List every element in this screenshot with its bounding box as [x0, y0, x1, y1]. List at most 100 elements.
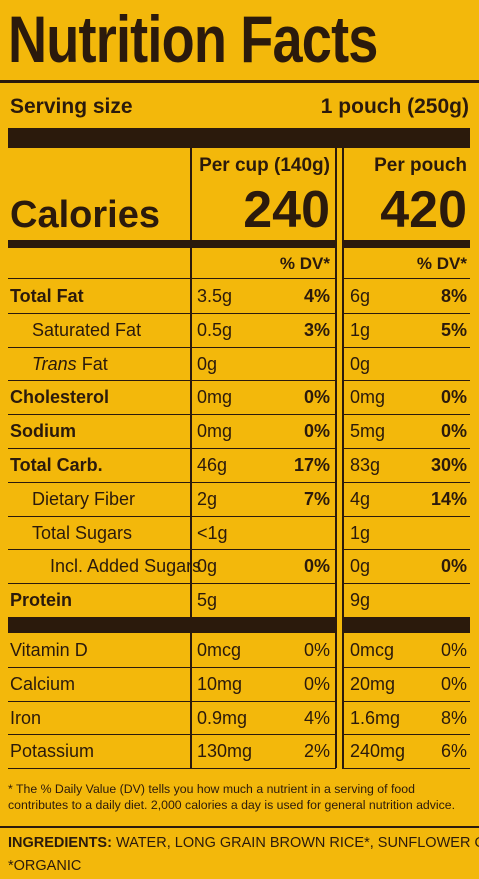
daily-value: 30% — [430, 455, 467, 475]
nutrient-name: Dietary Fiber — [32, 488, 136, 509]
rule — [342, 583, 470, 585]
rule — [8, 583, 336, 585]
daily-value: 8% — [440, 286, 467, 306]
rule — [342, 515, 470, 517]
rule — [342, 700, 470, 702]
amount: 0g — [197, 353, 218, 374]
rule — [190, 148, 192, 768]
daily-value: 4% — [303, 286, 330, 306]
amount: 1g — [350, 319, 371, 340]
rule — [342, 768, 470, 770]
amount: 1.6mg — [350, 707, 401, 728]
nutrient-name: Saturated Fat — [32, 319, 142, 340]
rule — [8, 481, 336, 483]
nutrient-name: Incl. Added Sugars — [50, 556, 202, 577]
rule — [8, 448, 336, 449]
rule — [8, 666, 336, 668]
nutrient-name: Trans Fat — [32, 355, 108, 373]
amount: 5g — [197, 590, 218, 611]
rule — [342, 448, 470, 449]
daily-value: 5% — [440, 319, 467, 340]
rule — [8, 515, 336, 517]
daily-value: 4% — [303, 707, 330, 728]
rule — [342, 734, 470, 736]
nutrient-name: Iron — [10, 707, 42, 728]
title: Nutrition Facts — [8, 2, 378, 76]
nutrient-name: Protein — [10, 590, 73, 611]
serving-label: Serving size — [10, 95, 133, 118]
rule — [8, 734, 336, 736]
daily-value: 17% — [293, 455, 330, 475]
amount: 0g — [350, 353, 371, 374]
rule — [0, 80, 479, 83]
daily-value: 7% — [303, 488, 330, 509]
rule — [8, 240, 190, 248]
rule — [342, 312, 470, 314]
amount: 20mg — [350, 673, 396, 694]
amount: 130mg — [197, 741, 253, 762]
amount: 5mg — [350, 421, 386, 442]
footnote: * The % Daily Value (DV) tells you how m… — [8, 782, 456, 813]
rule — [342, 346, 470, 348]
nutrient-name-italic: Trans — [32, 353, 77, 374]
column-header: Per pouch — [374, 155, 467, 176]
amount: <1g — [197, 522, 228, 543]
rule — [0, 826, 479, 828]
rule — [342, 666, 470, 668]
ingredients: INGREDIENTS: WATER, LONG GRAIN BROWN RIC… — [8, 836, 479, 851]
ingredients-text: WATER, LONG GRAIN BROWN RICE*, SUNFLOWER… — [115, 835, 479, 851]
rule — [8, 278, 336, 279]
amount: 83g — [350, 455, 381, 475]
rule — [8, 128, 470, 148]
column-header: Per cup (140g) — [199, 155, 330, 176]
daily-value: 8% — [440, 707, 467, 728]
amount: 6g — [350, 286, 371, 306]
rule — [342, 414, 470, 416]
amount: 3.5g — [197, 286, 233, 306]
amount: 0g — [197, 556, 218, 577]
rule — [8, 414, 336, 416]
daily-value: 0% — [303, 673, 330, 694]
calories-value: 240 — [243, 181, 330, 239]
amount: 240mg — [350, 741, 406, 762]
daily-value: 0% — [303, 556, 330, 577]
nutrient-name: Vitamin D — [10, 640, 88, 660]
daily-value: 0% — [303, 421, 330, 442]
nutrient-name: Total Fat — [10, 286, 84, 306]
rule — [192, 240, 335, 248]
nutrient-name: Calcium — [10, 673, 76, 694]
ingredients-label: INGREDIENTS: — [8, 835, 112, 851]
daily-value: 6% — [440, 741, 467, 762]
daily-value: 0% — [440, 387, 467, 408]
rule — [8, 312, 336, 314]
dv-header: % DV* — [416, 254, 467, 273]
daily-value: 0% — [440, 421, 467, 442]
amount: 4g — [350, 488, 371, 509]
daily-value: 0% — [303, 387, 330, 408]
rule — [8, 380, 336, 382]
amount: 0mg — [197, 387, 233, 408]
rule — [8, 617, 336, 633]
rule — [342, 380, 470, 382]
nutrient-name: Sodium — [10, 421, 76, 442]
amount: 0g — [350, 556, 371, 577]
dv-header: % DV* — [279, 254, 330, 273]
amount: 46g — [197, 455, 228, 475]
amount: 0mcg — [350, 640, 395, 660]
amount: 0mcg — [197, 640, 242, 660]
calories-value: 420 — [380, 181, 467, 239]
nutrient-name: Total Sugars — [32, 522, 133, 543]
rule — [344, 240, 470, 248]
rule — [8, 549, 336, 551]
calories-label: Calories — [10, 194, 160, 236]
nutrient-name: Potassium — [10, 741, 95, 762]
daily-value: 0% — [440, 640, 467, 660]
amount: 9g — [350, 590, 371, 611]
amount: 0mg — [197, 421, 233, 442]
amount: 0.5g — [197, 319, 233, 340]
daily-value: 2% — [303, 741, 330, 762]
daily-value: 0% — [303, 640, 330, 660]
daily-value: 0% — [440, 556, 467, 577]
nutrient-name-rest: Fat — [81, 353, 108, 374]
